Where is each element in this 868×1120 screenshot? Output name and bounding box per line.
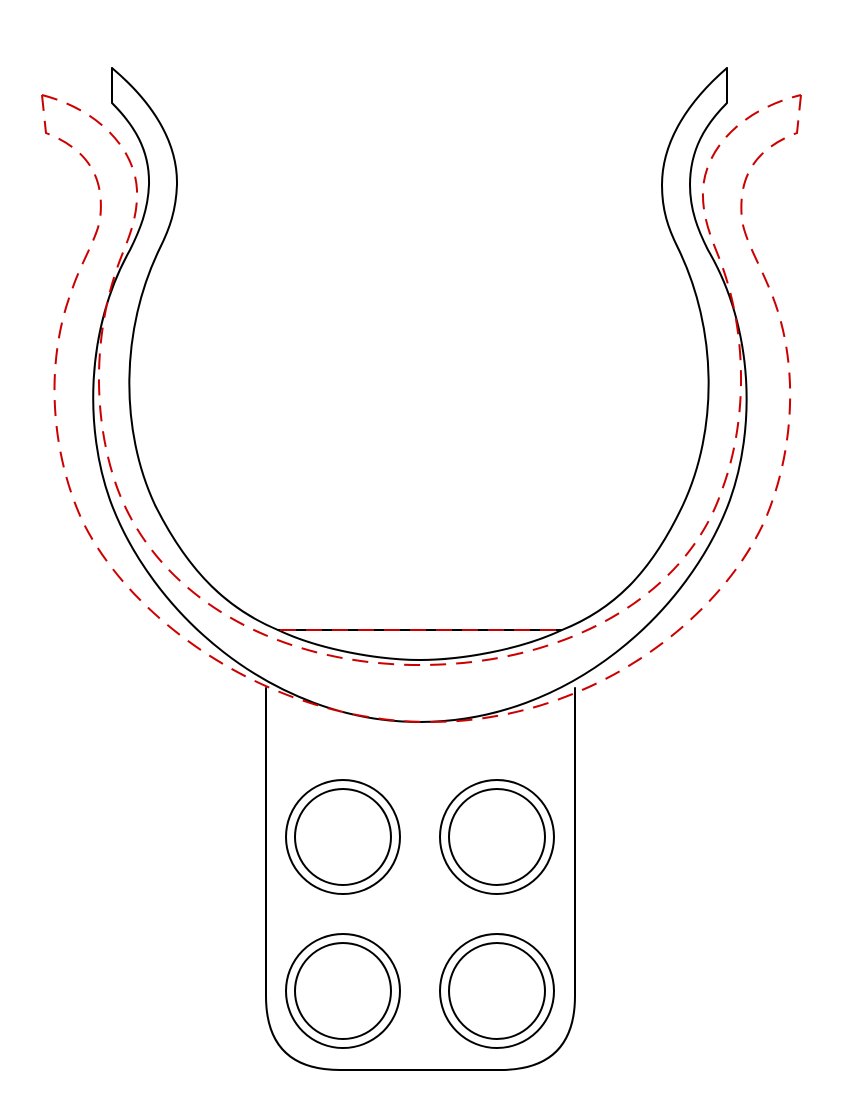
flexed-ring-inner [41, 94, 802, 667]
mounting-tab [265, 687, 576, 1071]
hole-bottom-right [439, 933, 555, 1049]
clip-ring [92, 67, 748, 723]
flexed-ring-outer [41, 94, 802, 724]
hole-top-right [439, 779, 555, 895]
clip-ring-outer [92, 67, 748, 723]
clip-ring-seam [277, 629, 563, 661]
flexed-ring [41, 94, 802, 724]
hole-bottom-left [285, 933, 401, 1049]
mounting-tab-outline [265, 687, 576, 1071]
clip-ring-inner [111, 67, 728, 631]
mounting-holes [285, 779, 555, 1049]
hole-top-left [285, 779, 401, 895]
